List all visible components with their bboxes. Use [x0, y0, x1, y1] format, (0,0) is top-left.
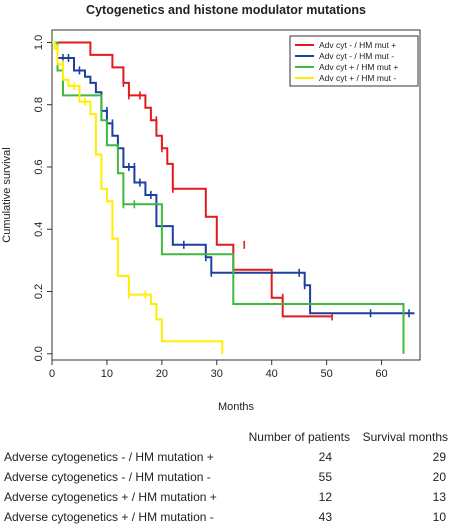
row-label: Adverse cytogenetics - / HM mutation -	[4, 470, 211, 484]
row-patients: 12	[318, 490, 332, 504]
y-tick-label: 0.0	[33, 346, 45, 361]
y-tick-label: 0.2	[33, 284, 45, 299]
legend-label: Adv cyt + / HM mut -	[319, 73, 396, 83]
row-label: Adverse cytogenetics + / HM mutation +	[4, 490, 217, 504]
y-tick-label: 0.4	[33, 222, 45, 237]
row-months: 29	[432, 450, 446, 464]
x-tick-label: 40	[266, 368, 278, 380]
x-tick-label: 0	[49, 368, 55, 380]
y-tick-label: 0.8	[33, 97, 45, 112]
legend-label: Adv cyt - / HM mut +	[319, 40, 396, 50]
legend: Adv cyt - / HM mut +Adv cyt - / HM mut -…	[289, 35, 419, 87]
x-tick-label: 30	[211, 368, 223, 380]
row-months: 13	[432, 490, 446, 504]
table-header: Number of patients Survival months	[0, 428, 450, 448]
y-tick-label: 1.0	[33, 35, 45, 50]
row-label: Adverse cytogenetics - / HM mutation +	[4, 450, 214, 464]
legend-label: Adv cyt + / HM mut +	[319, 62, 398, 72]
summary-table: Number of patients Survival months Adver…	[0, 428, 450, 528]
plot-frame	[51, 29, 421, 361]
row-months: 10	[432, 510, 446, 524]
series-group	[52, 41, 415, 354]
legend-label: Adv cyt - / HM mut -	[319, 51, 394, 61]
x-axis-label: Months	[218, 401, 255, 413]
row-patients: 24	[318, 450, 332, 464]
chart-title: Cytogenetics and histone modulator mutat…	[86, 3, 366, 17]
y-tick-label: 0.6	[33, 159, 45, 174]
table-row: Adverse cytogenetics + / HM mutation + 1…	[0, 488, 450, 508]
x-tick-label: 10	[101, 368, 113, 380]
row-label: Adverse cytogenetics + / HM mutation -	[4, 510, 214, 524]
survival-chart: Cytogenetics and histone modulator mutat…	[1, 3, 421, 413]
table-row: Adverse cytogenetics + / HM mutation - 4…	[0, 508, 450, 528]
x-tick-label: 50	[321, 368, 333, 380]
series-line-2	[52, 41, 415, 315]
header-survival: Survival months	[362, 430, 448, 444]
row-patients: 55	[318, 470, 332, 484]
header-patients: Number of patients	[248, 430, 350, 444]
series-line-3	[52, 41, 405, 354]
x-axis: 0 10 20 30 40 50 60	[49, 360, 388, 380]
y-axis-label: Cumulative survival	[1, 147, 13, 242]
table-row: Adverse cytogenetics - / HM mutation + 2…	[0, 448, 450, 468]
x-tick-label: 60	[375, 368, 387, 380]
y-axis: 0.0 0.2 0.4 0.6 0.8 1.0	[33, 35, 52, 361]
row-months: 20	[432, 470, 446, 484]
row-patients: 43	[318, 510, 332, 524]
table-row: Adverse cytogenetics - / HM mutation - 5…	[0, 468, 450, 488]
series-line-4	[52, 41, 224, 354]
x-tick-label: 20	[156, 368, 168, 380]
